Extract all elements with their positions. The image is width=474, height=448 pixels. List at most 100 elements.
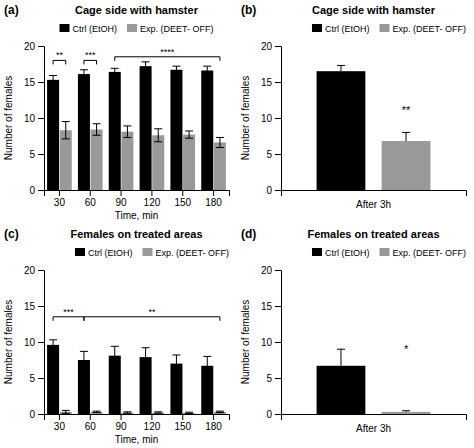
- error-bar: [337, 65, 345, 71]
- x-tick-label: 120: [144, 421, 161, 432]
- x-tick-mark: [151, 190, 152, 196]
- y-tick: 20: [24, 265, 44, 276]
- error-bar-cap: [49, 75, 57, 76]
- y-tick-label: 20: [261, 41, 273, 52]
- error-bar: [154, 129, 162, 142]
- bar-series: [47, 340, 213, 414]
- significance-label: ***: [85, 50, 96, 60]
- y-tick-mark: [275, 342, 281, 343]
- legend-item: Exp. (DEET- OFF): [379, 24, 466, 34]
- x-tick: 180: [205, 414, 222, 432]
- error-bar-line: [127, 126, 128, 138]
- x-tick-label: 90: [116, 421, 128, 432]
- y-axis: 05101520: [24, 265, 45, 420]
- legend-label: Ctrl (EtOH): [325, 248, 370, 258]
- legend-label: Exp. (DEET- OFF): [155, 248, 229, 258]
- y-tick-label: 20: [24, 41, 36, 52]
- x-tick: 90: [116, 414, 128, 432]
- significance-label: **: [402, 104, 411, 116]
- error-bar: [123, 412, 131, 413]
- error-bar: [203, 356, 211, 375]
- bar-series: [382, 411, 431, 414]
- y-tick-label: 0: [266, 409, 272, 420]
- error-bar-cap: [49, 84, 57, 85]
- x-axis-title: After 3h: [356, 199, 391, 210]
- bar: [47, 345, 59, 414]
- x-tick-label: 150: [174, 421, 191, 432]
- error-bar-cap: [80, 351, 88, 352]
- x-tick-mark: [121, 190, 122, 196]
- y-tick: 10: [24, 337, 44, 348]
- y-tick-label: 15: [261, 301, 273, 312]
- panel: 05101520306090120150180*********Time, mi…: [3, 3, 230, 221]
- y-tick-mark: [38, 414, 44, 415]
- error-bar: [80, 351, 88, 368]
- x-axis: 306090120150180: [45, 414, 230, 432]
- y-axis: 0 5 10 15 20: [24, 41, 45, 196]
- error-bar-line: [53, 340, 54, 350]
- bar: [183, 413, 195, 414]
- y-tick-mark: [275, 154, 281, 155]
- x-axis: [282, 191, 467, 197]
- bar: [152, 413, 164, 414]
- y-tick-mark: [275, 414, 281, 415]
- x-tick-mark: [213, 414, 214, 420]
- y-tick: 5: [266, 373, 281, 384]
- error-bar-cap: [402, 410, 410, 411]
- error-bar-cap: [216, 412, 224, 413]
- bar: [109, 72, 121, 190]
- legend-swatch: [127, 24, 137, 32]
- error-bar-line: [340, 65, 341, 71]
- x-tick-mark: [182, 414, 183, 420]
- panel-label: (b): [241, 3, 256, 17]
- y-tick-label: 15: [261, 77, 273, 88]
- legend: Ctrl (EtOH)Exp. (DEET- OFF): [312, 24, 466, 34]
- plot-area: 05101520306090120150180*********Time, mi…: [3, 41, 230, 221]
- x-tick-label: 180: [205, 421, 222, 432]
- error-bar-cap: [172, 66, 180, 67]
- significance-bracket: [84, 317, 220, 321]
- bar: [60, 130, 72, 190]
- x-tick-label: 30: [54, 421, 66, 432]
- y-tick: 5: [29, 149, 44, 160]
- y-axis: 05101520: [261, 265, 282, 420]
- x-tick: 60: [85, 190, 97, 208]
- y-tick-mark: [38, 118, 44, 119]
- error-bar-line: [219, 137, 220, 147]
- y-tick-label: 5: [266, 373, 272, 384]
- error-bar-cap: [111, 365, 119, 366]
- y-tick-mark: [38, 306, 44, 307]
- error-bar-cap: [185, 413, 193, 414]
- error-bar-cap: [216, 147, 224, 148]
- legend: Ctrl (EtOH)Exp. (DEET- OFF): [75, 248, 229, 258]
- error-bar: [62, 122, 70, 139]
- error-bar: [154, 412, 162, 413]
- x-tick-label: 60: [85, 197, 97, 208]
- error-bar-cap: [93, 123, 101, 124]
- legend-item: Ctrl (EtOH): [59, 24, 117, 34]
- error-bar-line: [83, 351, 84, 368]
- y-tick-label: 10: [261, 113, 273, 124]
- x-axis-title: Time, min: [115, 210, 159, 221]
- error-bar: [216, 411, 224, 412]
- chart: 05101520306090120150180*********Time, mi…: [0, 0, 474, 448]
- y-tick-mark: [38, 190, 44, 191]
- error-bar-cap: [80, 69, 88, 70]
- y-axis-title: Number of females: [3, 300, 14, 384]
- error-bar-cap: [154, 128, 162, 129]
- error-bar-line: [96, 124, 97, 136]
- bar: [214, 142, 226, 190]
- y-tick: 0: [29, 185, 44, 196]
- legend-label: Exp. (DEET- OFF): [392, 24, 466, 34]
- y-tick-mark: [275, 190, 281, 191]
- bar: [317, 71, 366, 190]
- error-bar-cap: [111, 75, 119, 76]
- y-tick: 15: [24, 77, 44, 88]
- y-tick-label: 10: [24, 113, 36, 124]
- x-tick: 150: [174, 414, 191, 432]
- error-bar-line: [145, 348, 146, 367]
- error-bar-cap: [123, 411, 131, 412]
- x-axis-line: [45, 191, 230, 197]
- panel-label: (a): [4, 3, 19, 17]
- error-bar-cap: [62, 413, 70, 414]
